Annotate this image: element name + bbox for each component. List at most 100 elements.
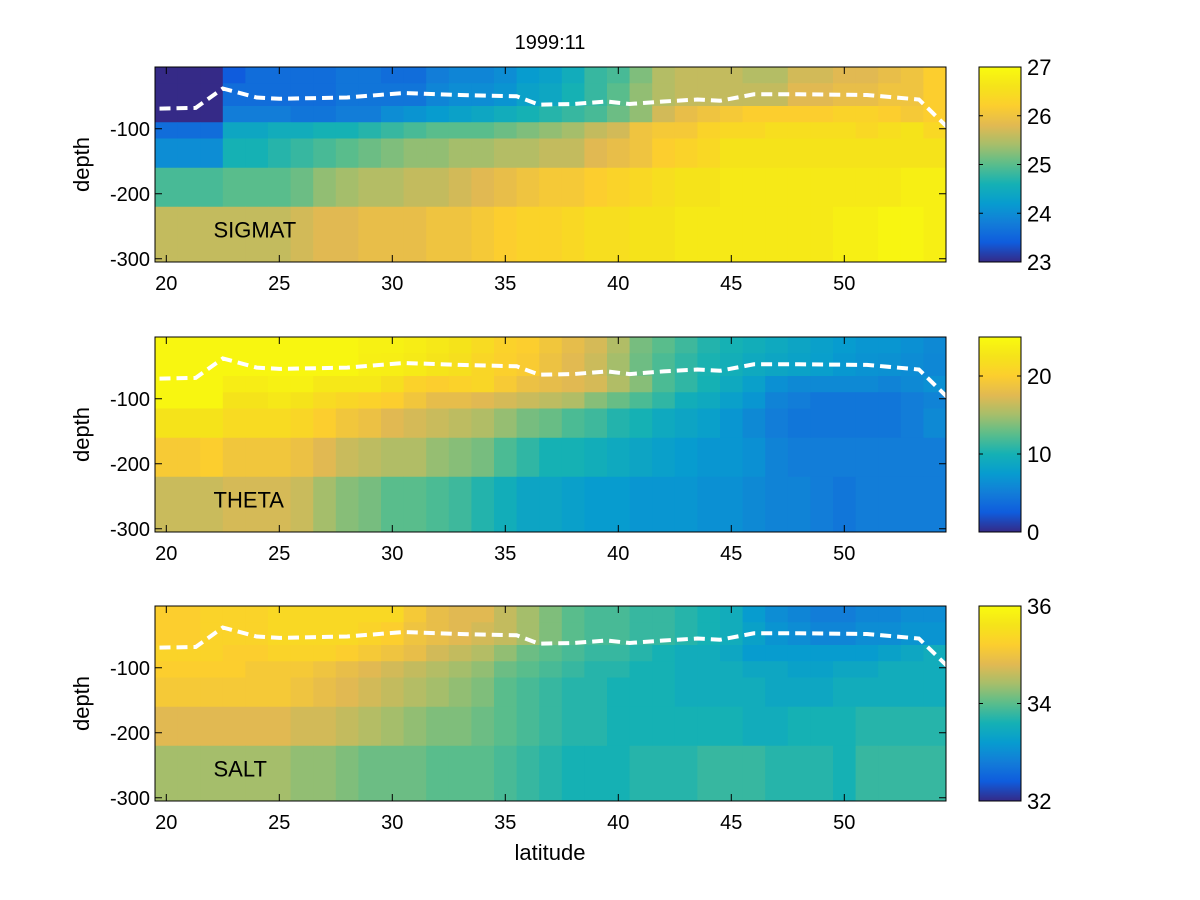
heatmap-cell — [471, 167, 495, 208]
heatmap-cell — [494, 206, 517, 263]
heatmap-cell — [833, 67, 856, 84]
heatmap-cell — [403, 106, 427, 123]
heatmap-cell — [787, 206, 811, 263]
heatmap-cell — [787, 376, 811, 393]
heatmap-cell — [245, 353, 269, 377]
heatmap-cell — [855, 408, 879, 439]
heatmap-cell — [584, 745, 608, 802]
heatmap-cell — [335, 167, 359, 208]
heatmap-cell — [697, 476, 721, 533]
axes-box — [154, 605, 947, 802]
heatmap-cell — [900, 645, 924, 662]
heatmap-cell — [674, 745, 698, 802]
heatmap-cell — [155, 167, 178, 208]
y-axis-label: depth — [69, 676, 94, 731]
heatmap-cell — [720, 622, 743, 646]
heatmap-cell — [652, 122, 676, 139]
heatmap-cell — [245, 337, 269, 354]
heatmap-cell — [494, 408, 517, 439]
heatmap-cell — [607, 606, 630, 623]
x-axis-label: latitude — [515, 840, 586, 865]
heatmap-cell — [222, 122, 246, 139]
heatmap-cell — [471, 106, 495, 123]
heatmap-cell — [290, 337, 314, 354]
heatmap-cell — [426, 337, 450, 354]
heatmap-cell — [313, 606, 337, 623]
heatmap-cell — [290, 645, 314, 662]
heatmap-cell — [471, 706, 495, 747]
heatmap-cell — [561, 138, 585, 169]
x-tick-label: 50 — [833, 812, 855, 834]
heatmap-cell — [335, 353, 359, 377]
heatmap-cell — [516, 677, 540, 708]
heatmap-cell — [358, 408, 382, 439]
heatmap-cell — [697, 337, 721, 354]
heatmap-cell — [471, 122, 495, 139]
heatmap-cell — [516, 337, 540, 354]
heatmap-cell — [900, 337, 924, 354]
heatmap-cell — [561, 106, 585, 123]
heatmap-cell — [742, 106, 766, 123]
heatmap-cell — [516, 376, 540, 393]
heatmap-cell — [268, 376, 291, 393]
x-tick-label: 35 — [494, 543, 516, 565]
heatmap-cell — [381, 122, 404, 139]
heatmap-cell — [539, 106, 563, 123]
heatmap-cell — [652, 408, 676, 439]
heatmap-cell — [448, 408, 472, 439]
colorbar-tick-label: 25 — [1027, 153, 1051, 178]
heatmap-cell — [471, 606, 495, 623]
mixed-layer-depth-line — [159, 86, 950, 130]
heatmap-cell — [652, 67, 676, 84]
heatmap-cell — [720, 476, 743, 533]
heatmap-cell — [742, 408, 766, 439]
heatmap-cell — [833, 606, 856, 623]
heatmap-cell — [245, 206, 269, 263]
heatmap-cell — [335, 745, 359, 802]
axes-box — [154, 336, 947, 533]
heatmap-cell — [923, 745, 947, 802]
heatmap-cell — [516, 706, 540, 747]
heatmap-cell — [471, 437, 495, 478]
colorbar: 23 24 25 26 27 — [978, 55, 1051, 275]
heatmap-cell — [539, 392, 563, 409]
heatmap-cell — [290, 661, 314, 678]
heatmap-cell — [426, 661, 450, 678]
heatmap — [155, 606, 947, 802]
heatmap-cell — [268, 745, 291, 802]
heatmap-cell — [584, 122, 608, 139]
heatmap-cell — [245, 122, 269, 139]
heatmap-cell — [652, 437, 676, 478]
heatmap-cell — [810, 122, 834, 139]
heatmap-cell — [810, 206, 834, 263]
heatmap-cell — [674, 622, 698, 646]
heatmap-cell — [652, 661, 676, 678]
y-axis-label: depth — [69, 137, 94, 192]
heatmap-cell — [155, 353, 178, 377]
heatmap-cell — [539, 606, 563, 623]
heatmap-cell — [720, 376, 743, 393]
heatmap-cell — [313, 122, 337, 139]
heatmap-cell — [787, 408, 811, 439]
heatmap-cell — [810, 392, 834, 409]
heatmap-cell — [426, 677, 450, 708]
heatmap-cell — [810, 167, 834, 208]
heatmap — [155, 337, 947, 533]
heatmap-cell — [923, 337, 947, 354]
heatmap-cell — [742, 645, 766, 662]
heatmap-cell — [561, 337, 585, 354]
heatmap-cell — [426, 106, 450, 123]
heatmap-cell — [290, 745, 314, 802]
heatmap-cell — [607, 337, 630, 354]
heatmap-cell — [607, 437, 630, 478]
heatmap-cell — [833, 392, 856, 409]
heatmap-cell — [629, 745, 653, 802]
heatmap-cell — [177, 353, 201, 377]
heatmap-cell — [720, 392, 743, 409]
heatmap-cell — [629, 122, 653, 139]
heatmap-cell — [561, 122, 585, 139]
heatmap-cell — [787, 337, 811, 354]
heatmap-cell — [607, 167, 630, 208]
heatmap-cell — [607, 408, 630, 439]
